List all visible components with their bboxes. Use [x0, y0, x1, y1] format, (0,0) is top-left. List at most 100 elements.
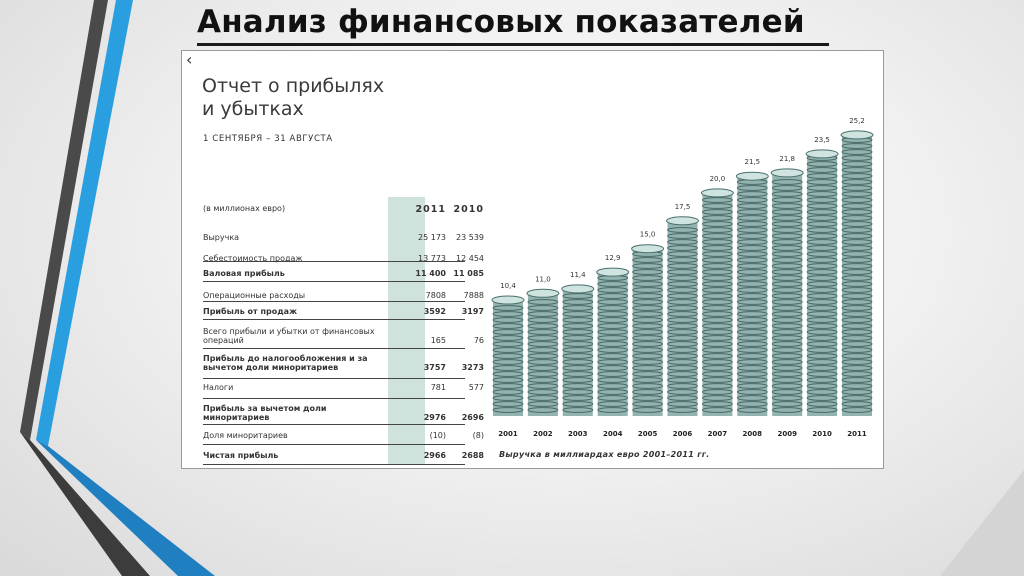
value-2011: 11 400	[415, 269, 446, 278]
bar-cap	[700, 188, 734, 198]
bar-2002	[526, 288, 560, 416]
value-2011: (10)	[429, 431, 446, 440]
title-underline	[197, 43, 829, 46]
bar-2003	[561, 284, 595, 416]
report-panel: ‹ Отчет о прибылях и убытках 1 СЕНТЯБРЯ …	[181, 50, 884, 469]
value-2011: 7808	[425, 291, 446, 300]
bar-cap	[491, 295, 525, 305]
data-label: 25,2	[849, 117, 865, 125]
tick-label: 2002	[533, 430, 553, 438]
tick-label: 2001	[498, 430, 518, 438]
report-title-line2: и убытках	[202, 98, 304, 120]
row-label: Операционные расходы	[203, 291, 306, 300]
tick-label: 2006	[673, 430, 693, 438]
value-2010: 11 085	[453, 269, 484, 278]
row-separator	[203, 378, 465, 379]
bar-2010	[805, 149, 839, 416]
row-separator	[203, 281, 465, 282]
bar-cap	[526, 288, 560, 298]
row-separator	[203, 261, 465, 262]
report-title-line1: Отчет о прибылях	[202, 75, 385, 97]
row-separator	[203, 348, 465, 349]
tick-label: 2008	[743, 430, 763, 438]
row-label: Всего прибыли и убытки от финансовых опе…	[203, 327, 375, 345]
value-2010: 3197	[461, 307, 484, 316]
value-2011: 13 773	[418, 254, 446, 263]
value-2011: 3757	[423, 363, 446, 372]
value-2011: 2976	[423, 413, 446, 422]
bar-2008	[735, 171, 769, 416]
value-2011: 3592	[423, 307, 446, 316]
bar-2001	[491, 295, 525, 416]
value-2010: 7888	[463, 291, 484, 300]
bar-body	[597, 272, 628, 416]
report-period: 1 СЕНТЯБРЯ – 31 АВГУСТА	[203, 134, 333, 144]
value-2010: 76	[473, 336, 484, 345]
value-2010: 2688	[461, 451, 484, 460]
bar-2004	[596, 267, 630, 416]
bar-cap	[770, 168, 804, 178]
data-label: 21,5	[745, 158, 761, 166]
bar-2011	[840, 130, 874, 416]
highlight-column-2011	[388, 197, 425, 465]
blue-stripe	[36, 0, 133, 446]
bar-cap	[596, 267, 630, 277]
tick-label: 2009	[777, 430, 797, 438]
row-label: Прибыль до налогообложения и за вычетом …	[203, 354, 368, 372]
bar-cap	[666, 216, 699, 226]
row-separator	[203, 444, 465, 445]
chevron-left-icon[interactable]: ‹	[186, 50, 193, 69]
bar-2006	[666, 216, 699, 416]
row-label: Чистая прибыль	[203, 451, 279, 460]
value-2011: 2966	[423, 451, 446, 460]
row-separator	[203, 319, 465, 320]
data-label: 23,5	[814, 136, 830, 144]
value-2011: 25 173	[418, 233, 446, 242]
revenue-chart: 10,4 2001 11,0 2002 11,4 2003 12,9 2004 15,0 2005…	[491, 117, 874, 438]
row-label: Выручка	[203, 233, 240, 242]
data-label: 21,8	[779, 155, 795, 163]
bar-2009	[770, 168, 804, 416]
bar-2005	[631, 244, 665, 416]
row-separator	[203, 301, 465, 302]
report-title: Отчет о прибылях и убытках	[202, 75, 432, 121]
data-label: 17,5	[675, 203, 691, 211]
value-2010: 2696	[461, 413, 484, 422]
tick-label: 2003	[568, 430, 588, 438]
bar-cap	[805, 149, 839, 159]
bar-cap	[561, 284, 595, 294]
bar-cap	[735, 171, 769, 181]
row-label: Прибыль за вычетом доли миноритариев	[203, 404, 327, 422]
dark-stripe	[20, 0, 108, 440]
tick-label: 2010	[812, 430, 832, 438]
tick-label: 2007	[708, 430, 728, 438]
value-2010: 23 539	[456, 233, 484, 242]
tick-label: 2011	[847, 430, 867, 438]
value-2010: 3273	[461, 363, 484, 372]
data-label: 20,0	[710, 175, 726, 183]
row-label: Прибыль от продаж	[203, 307, 298, 316]
row-label: Доля миноритариев	[203, 431, 288, 440]
dark-stripe-lower	[20, 432, 150, 576]
blue-stripe-lower	[36, 440, 215, 576]
row-separator	[203, 464, 465, 465]
units-label: (в миллионах евро)	[203, 204, 286, 213]
row-label: Валовая прибыль	[203, 269, 285, 278]
data-label: 11,4	[570, 271, 586, 279]
data-label: 15,0	[640, 231, 656, 239]
row-separator	[203, 424, 465, 425]
data-label: 10,4	[500, 282, 516, 290]
value-2010: (8)	[472, 431, 484, 440]
col-header-2011: 2011	[415, 204, 446, 215]
value-2011: 165	[430, 336, 446, 345]
bar-2007	[700, 188, 734, 416]
tick-label: 2004	[603, 430, 623, 438]
data-label: 12,9	[605, 254, 621, 262]
bar-cap	[840, 130, 874, 140]
value-2011: 781	[430, 383, 446, 392]
right-corner-shade	[940, 470, 1024, 576]
tick-label: 2005	[638, 430, 658, 438]
value-2010: 12 454	[456, 254, 484, 263]
col-header-2010: 2010	[453, 204, 484, 215]
